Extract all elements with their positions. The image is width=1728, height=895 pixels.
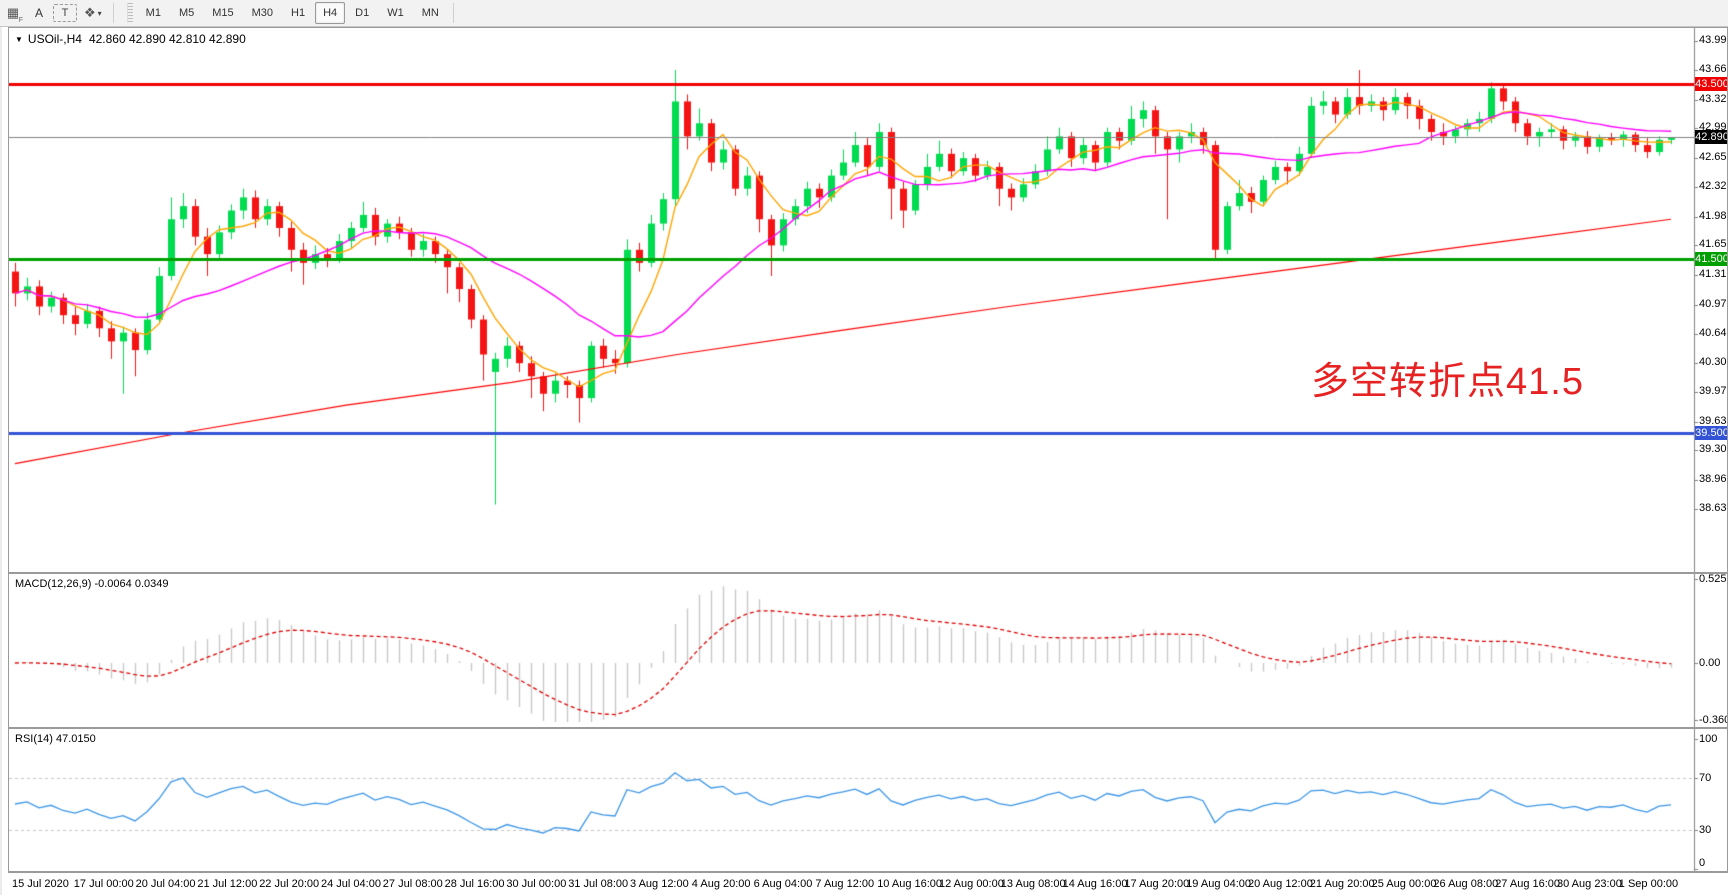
time-axis-label: 28 Jul 16:00 xyxy=(444,878,505,890)
time-axis-label: 17 Jul 00:00 xyxy=(73,878,134,890)
rsi-tick-label: 100 xyxy=(1699,733,1718,745)
ohlc-quote-label: 42.860 42.890 42.810 42.890 xyxy=(88,32,246,46)
price-tick-label: 43.990 xyxy=(1699,34,1727,47)
timeframe-group: M1 M5 M15 M30 H1 H4 D1 W1 MN xyxy=(137,2,448,24)
text-label-glyph: A xyxy=(34,6,43,20)
time-axis-label: 7 Aug 12:00 xyxy=(815,878,875,890)
timeframe-button-d1[interactable]: D1 xyxy=(355,7,370,19)
time-axis-label: 10 Aug 16:00 xyxy=(877,878,943,890)
symbol-timeframe-label: USOil-,H4 xyxy=(27,32,82,46)
time-axis-label: 19 Aug 04:00 xyxy=(1186,878,1252,890)
time-axis-label: 24 Jul 04:00 xyxy=(321,878,381,890)
main-chart-panel: ▼ USOil-,H4 42.860 42.890 42.810 42.890 … xyxy=(8,27,1728,573)
time-axis-label: 15 Jul 2020 xyxy=(12,878,69,890)
price-tick-label: 41.650 xyxy=(1699,238,1727,251)
timeframe-button-h4[interactable]: H4 xyxy=(315,2,346,24)
timeframe-button-mn[interactable]: MN xyxy=(421,7,439,19)
timeframe-button-m5[interactable]: M5 xyxy=(178,7,195,19)
rsi-canvas[interactable] xyxy=(9,729,1727,871)
time-axis-label: 20 Aug 12:00 xyxy=(1248,878,1313,890)
price-tick-label: 40.300 xyxy=(1699,356,1727,369)
timeframe-button-m1[interactable]: M1 xyxy=(145,7,161,19)
time-axis-label: 21 Aug 20:00 xyxy=(1309,878,1375,890)
price-badge-43.500: 43.500 xyxy=(1695,77,1728,91)
rsi-panel: RSI(14) 47.0150 100 70 30 0 xyxy=(8,728,1728,872)
time-axis-label: 22 Jul 20:00 xyxy=(259,878,320,890)
annotation-text[interactable]: 多空转折点41.5 xyxy=(1311,361,1584,403)
price-tick-label: 38.960 xyxy=(1699,473,1727,486)
timeframe-button-h1[interactable]: H1 xyxy=(291,7,306,19)
text-tool-glyph: T xyxy=(61,7,69,19)
price-tick-label: 42.320 xyxy=(1699,179,1727,192)
price-tick-label: 42.650 xyxy=(1699,151,1727,164)
time-axis-label: 17 Aug 20:00 xyxy=(1124,878,1190,890)
time-axis-label: 31 Jul 08:00 xyxy=(568,878,629,890)
rsi-tick-label: 0 xyxy=(1699,857,1706,869)
time-axis-label: 30 Jul 00:00 xyxy=(506,878,567,890)
rsi-tick-label: 30 xyxy=(1699,824,1712,836)
time-axis-label: 14 Aug 16:00 xyxy=(1062,878,1128,890)
toolbar-separator xyxy=(452,3,454,23)
arrow-tools-button[interactable]: ❖ ▾ xyxy=(79,2,107,24)
time-axis-label: 30 Aug 23:00 xyxy=(1557,878,1622,890)
text-label-icon[interactable]: A xyxy=(27,2,51,24)
time-axis-label: 25 Aug 00:00 xyxy=(1371,878,1437,890)
price-tick-label: 39.630 xyxy=(1699,414,1727,427)
time-axis-label: 3 Aug 12:00 xyxy=(630,878,689,890)
timeframe-button-m30[interactable]: M30 xyxy=(251,7,274,19)
price-tick-label: 40.640 xyxy=(1699,326,1727,339)
macd-canvas[interactable] xyxy=(9,574,1727,727)
price-tick-label: 43.320 xyxy=(1699,92,1727,105)
toolbar: ▦ F A T ❖ ▾ M1 M5 M15 M30 H1 H4 D1 W1 MN xyxy=(0,0,1728,27)
text-tool-icon[interactable]: T xyxy=(53,4,77,22)
price-tick-label: 41.310 xyxy=(1699,268,1727,281)
price-tick-label: 41.980 xyxy=(1699,209,1727,222)
dropdown-caret-icon[interactable]: ▾ xyxy=(97,8,102,18)
timeframe-button-w1[interactable]: W1 xyxy=(387,7,404,19)
time-axis-label: 21 Jul 12:00 xyxy=(197,878,258,890)
time-axis-label: 6 Aug 04:00 xyxy=(753,878,813,890)
time-axis-label: 20 Jul 04:00 xyxy=(135,878,196,890)
grid-icon[interactable]: ▦ F xyxy=(1,2,25,24)
toolbar-separator xyxy=(112,3,114,23)
price-tick-label: 39.970 xyxy=(1699,384,1727,397)
macd-tick-label: 0.00 xyxy=(1699,657,1721,669)
price-badge-41.500: 41.500 xyxy=(1695,252,1728,266)
time-axis-label: 26 Aug 08:00 xyxy=(1433,878,1499,890)
arrow-tools-icon: ❖ xyxy=(84,5,96,20)
macd-tick-label: -0.3603 xyxy=(1699,714,1727,727)
collapse-caret-icon[interactable]: ▼ xyxy=(15,34,23,44)
time-axis-label: 1 Sep 00:00 xyxy=(1618,878,1679,890)
macd-panel: MACD(12,26,9) -0.0064 0.0349 0.5257 0.00 -… xyxy=(8,573,1728,728)
rsi-tick-label: 70 xyxy=(1699,772,1712,784)
time-axis-label: 12 Aug 00:00 xyxy=(939,878,1004,890)
time-axis-label: 27 Aug 16:00 xyxy=(1495,878,1561,890)
timeframe-button-m15[interactable]: M15 xyxy=(212,7,234,19)
price-badge-42.890: 42.890 xyxy=(1695,130,1728,144)
macd-tick-label: 0.5257 xyxy=(1699,573,1727,586)
grid-icon-sub: F xyxy=(18,17,23,24)
chart-header: ▼ USOil-,H4 42.860 42.890 42.810 42.890 xyxy=(15,32,246,46)
time-axis-label: 27 Jul 08:00 xyxy=(382,878,443,890)
price-tick-label: 39.300 xyxy=(1699,443,1727,456)
grid-icon-glyph: ▦ xyxy=(6,5,20,20)
price-tick-label: 40.970 xyxy=(1699,297,1727,310)
main-chart-canvas[interactable] xyxy=(9,28,1727,572)
time-axis[interactable]: 15 Jul 2020 17 Jul 00:00 20 Jul 04:00 21 Ju… xyxy=(8,872,1728,895)
time-axis-label: 4 Aug 20:00 xyxy=(691,878,751,890)
rsi-header: RSI(14) 47.0150 xyxy=(15,733,96,745)
price-badge-39.500: 39.500 xyxy=(1695,426,1728,440)
price-tick-label: 38.630 xyxy=(1699,501,1727,514)
toolbar-grip[interactable] xyxy=(126,3,133,23)
time-axis-label: 13 Aug 08:00 xyxy=(1000,878,1066,890)
price-tick-label: 43.660 xyxy=(1699,63,1727,76)
macd-header: MACD(12,26,9) -0.0064 0.0349 xyxy=(15,578,169,590)
